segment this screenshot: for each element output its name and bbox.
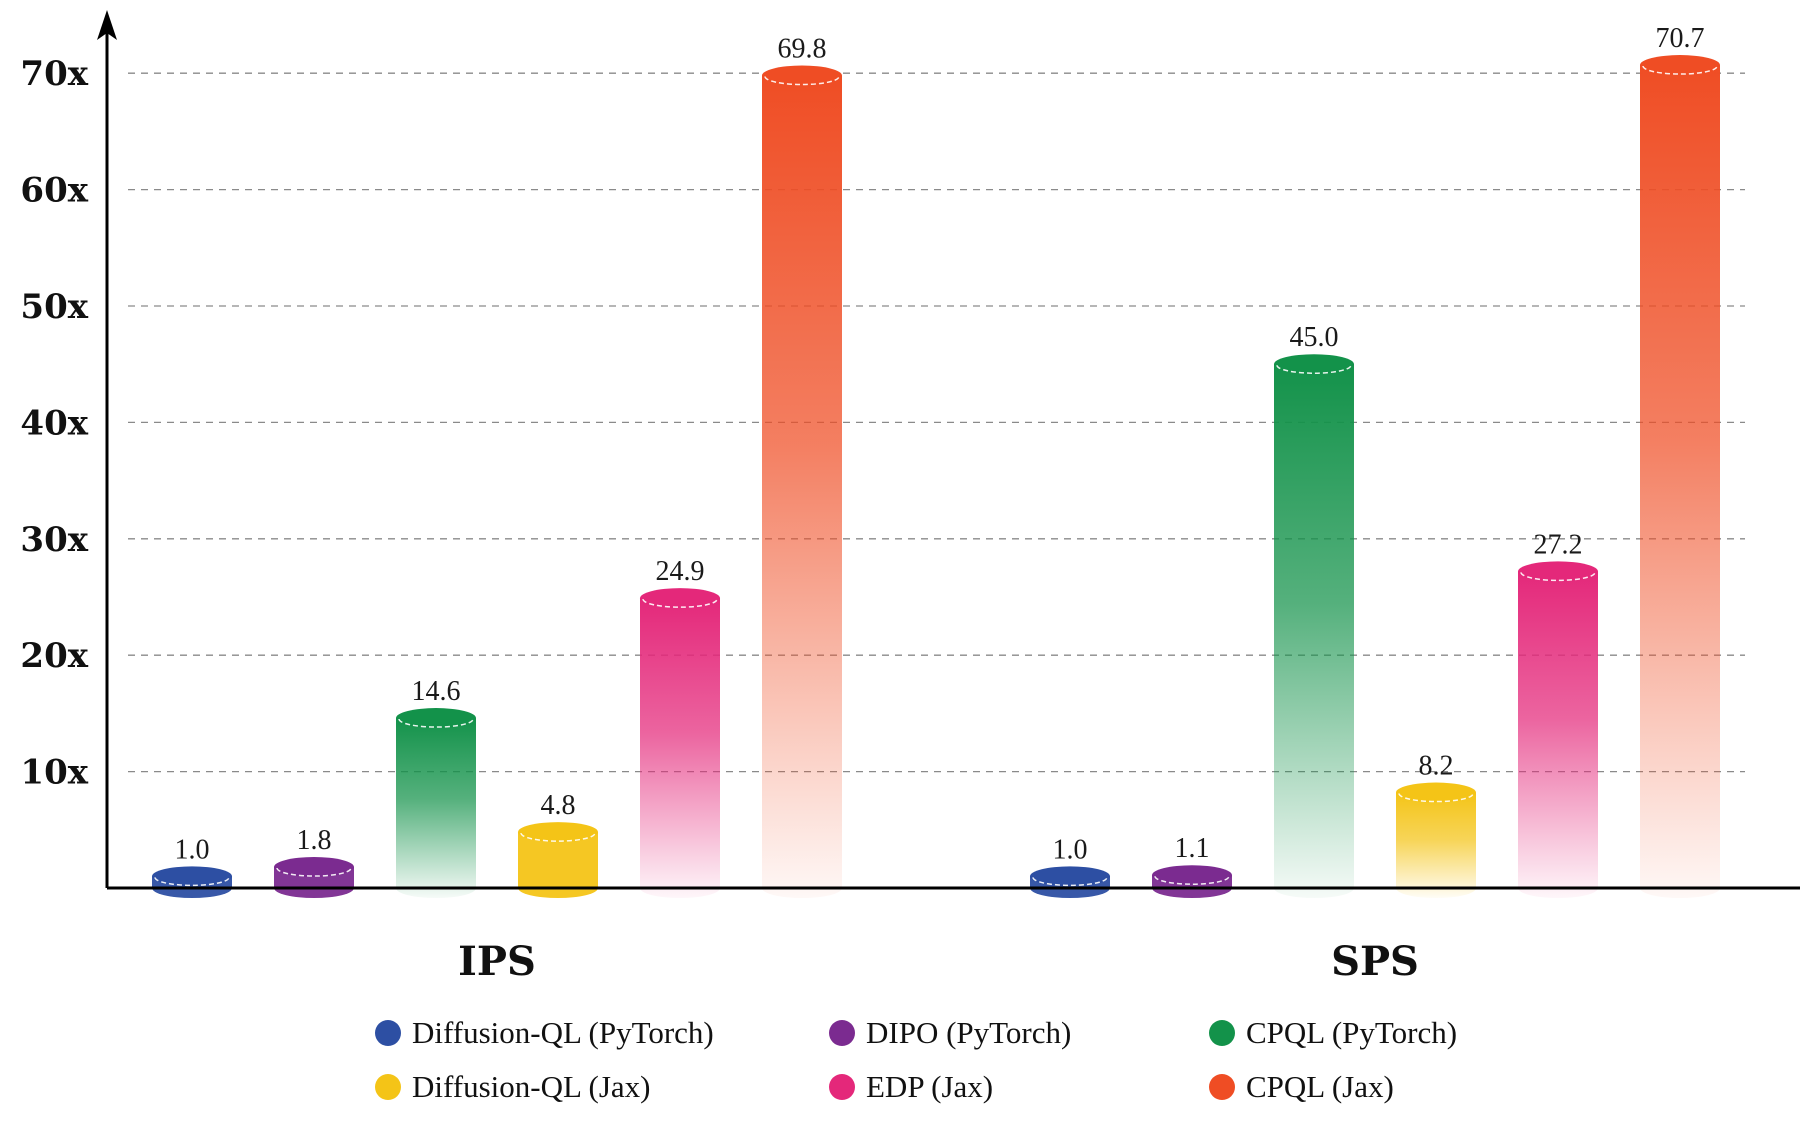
bar-ips-cpql-jax — [762, 65, 842, 898]
y-tick-label: 10x — [20, 753, 88, 793]
bars — [152, 55, 1720, 898]
bar-top — [1640, 55, 1720, 76]
legend-swatch — [375, 1020, 401, 1046]
value-label: 24.9 — [656, 556, 705, 587]
bar-top — [396, 708, 476, 729]
legend-item-cpql-pytorch: CPQL (PyTorch) — [1209, 1015, 1457, 1050]
legend-label: EDP (Jax) — [866, 1069, 993, 1104]
bar-body — [1518, 571, 1598, 898]
bar-top-highlight — [1276, 364, 1352, 374]
legend-label: Diffusion-QL (Jax) — [412, 1069, 650, 1104]
bar-top-highlight — [1398, 793, 1474, 803]
bar-body — [762, 75, 842, 898]
bar-body — [1274, 364, 1354, 898]
legend-item-dipo-pytorch: DIPO (PyTorch) — [829, 1015, 1071, 1050]
bar-top — [1030, 866, 1110, 887]
bar-body — [518, 832, 598, 898]
value-label: 1.8 — [297, 825, 332, 856]
legend-label: CPQL (PyTorch) — [1246, 1015, 1457, 1050]
legend-item-diffusion-ql-jax: Diffusion-QL (Jax) — [375, 1069, 650, 1104]
bar-top — [762, 65, 842, 86]
bar-sps-cpql-pytorch — [1274, 354, 1354, 898]
bar-ips-cpql-pytorch — [396, 708, 476, 898]
grid-lines — [128, 72, 1745, 773]
bar-sps-diffusion-ql-pytorch — [1030, 866, 1110, 898]
legend-swatch — [829, 1020, 855, 1046]
bar-ips-dipo-pytorch — [274, 857, 354, 898]
value-label: 1.0 — [175, 834, 210, 865]
value-label: 27.2 — [1534, 529, 1583, 560]
category-labels: IPS SPS — [458, 938, 1419, 985]
category-label-sps: SPS — [1331, 938, 1419, 985]
value-labels: 1.0 1.8 14.6 4.8 24.9 69.8 1.0 1.1 45.0 8.2 27.2 70… — [175, 23, 1705, 865]
value-label: 4.8 — [541, 790, 576, 821]
bar-top — [1518, 561, 1598, 582]
bar-body — [640, 598, 720, 898]
bar-top-highlight — [1642, 65, 1718, 75]
legend-swatch — [829, 1074, 855, 1100]
bar-top-highlight — [1154, 875, 1230, 885]
bar-top — [1152, 865, 1232, 886]
bar-top — [640, 588, 720, 609]
value-label: 14.6 — [412, 676, 461, 707]
value-label: 45.0 — [1290, 322, 1339, 353]
legend-label: Diffusion-QL (PyTorch) — [412, 1015, 714, 1050]
bar-body — [1396, 792, 1476, 898]
value-label: 1.0 — [1053, 834, 1088, 865]
value-label: 1.1 — [1175, 833, 1210, 864]
bar-top-highlight — [398, 718, 474, 728]
y-tick-label: 20x — [20, 636, 88, 676]
y-tick-label: 40x — [20, 403, 88, 443]
y-axis-arrow — [97, 10, 117, 40]
y-axis-ticks: 10x 20x 30x 40x 50x 60x 70x — [20, 54, 88, 792]
bar-sps-dipo-pytorch — [1152, 865, 1232, 898]
y-tick-label: 30x — [20, 520, 88, 560]
legend-item-edp-jax: EDP (Jax) — [829, 1069, 993, 1104]
bar-top — [274, 857, 354, 878]
bar-ips-edp-jax — [640, 588, 720, 898]
bar-top — [1274, 354, 1354, 375]
bar-top-highlight — [520, 832, 596, 842]
value-label: 8.2 — [1419, 751, 1454, 782]
bar-body — [1640, 65, 1720, 898]
legend-label: DIPO (PyTorch) — [866, 1015, 1071, 1050]
y-tick-label: 60x — [20, 171, 88, 211]
bar-sps-cpql-jax — [1640, 55, 1720, 898]
bar-top-highlight — [1520, 572, 1596, 582]
bar-ips-diffusion-ql-jax — [518, 822, 598, 898]
bar-sps-edp-jax — [1518, 561, 1598, 898]
value-label: 70.7 — [1656, 23, 1705, 54]
legend-item-diffusion-ql-pytorch: Diffusion-QL (PyTorch) — [375, 1015, 714, 1050]
y-tick-label: 50x — [20, 287, 88, 327]
category-label-ips: IPS — [458, 938, 536, 985]
y-tick-label: 70x — [20, 54, 88, 94]
value-label: 69.8 — [778, 34, 827, 65]
bar-top-highlight — [276, 867, 352, 877]
bar-top — [152, 866, 232, 887]
legend-swatch — [1209, 1020, 1235, 1046]
legend-item-cpql-jax: CPQL (Jax) — [1209, 1069, 1394, 1104]
bar-top-highlight — [642, 598, 718, 608]
legend-label: CPQL (Jax) — [1246, 1069, 1394, 1104]
bar-top-highlight — [154, 877, 230, 887]
bar-top-highlight — [1032, 877, 1108, 887]
legend: Diffusion-QL (PyTorch) DIPO (PyTorch) CPQL… — [375, 1015, 1457, 1104]
bar-ips-diffusion-ql-pytorch — [152, 866, 232, 898]
bar-body — [396, 718, 476, 898]
bar-top — [1396, 782, 1476, 803]
axes — [97, 10, 1800, 890]
bar-sps-diffusion-ql-jax — [1396, 782, 1476, 898]
bar-top-highlight — [764, 76, 840, 86]
legend-swatch — [375, 1074, 401, 1100]
bar-top — [518, 822, 598, 843]
legend-swatch — [1209, 1074, 1235, 1100]
